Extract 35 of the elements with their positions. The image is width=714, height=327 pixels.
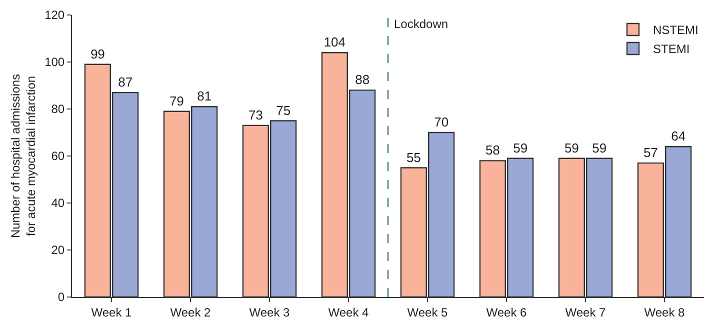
y-tick-label: 120 bbox=[44, 8, 65, 22]
y-tick-label: 80 bbox=[51, 102, 65, 116]
data-label: 104 bbox=[324, 34, 346, 50]
data-label: 73 bbox=[248, 107, 263, 122]
ref-line-label: Lockdown bbox=[394, 17, 448, 31]
y-tick-label: 100 bbox=[44, 55, 65, 70]
data-label: 81 bbox=[197, 88, 212, 104]
data-label: 59 bbox=[592, 140, 607, 156]
x-tick-label: Week 7 bbox=[565, 305, 606, 320]
x-tick-label: Week 5 bbox=[407, 305, 448, 320]
data-label: 55 bbox=[406, 150, 421, 165]
data-label: 58 bbox=[485, 142, 500, 158]
data-label: 57 bbox=[643, 145, 658, 160]
y-axis-title: Number of hospital admissions for acute myocardial infarction bbox=[8, 74, 38, 238]
data-label: 70 bbox=[434, 114, 449, 130]
data-label: 88 bbox=[355, 72, 370, 88]
legend-label: NSTEMI bbox=[653, 23, 698, 38]
x-tick-label: Week 2 bbox=[170, 305, 212, 320]
data-label: 59 bbox=[564, 140, 579, 156]
x-tick-label: Week 8 bbox=[644, 305, 686, 320]
data-label: 99 bbox=[90, 46, 105, 62]
data-label: 79 bbox=[169, 93, 184, 108]
x-tick-label: Week 1 bbox=[91, 305, 132, 320]
y-tick-label: 60 bbox=[51, 149, 65, 164]
data-label: 59 bbox=[513, 140, 528, 156]
y-tick-label: 40 bbox=[51, 196, 65, 210]
y-tick-label: 0 bbox=[58, 290, 65, 304]
legend-label: STEMI bbox=[653, 42, 690, 56]
x-tick-label: Week 6 bbox=[486, 305, 528, 320]
x-tick-label: Week 4 bbox=[328, 305, 370, 320]
data-label: 75 bbox=[276, 102, 291, 118]
y-tick-label: 20 bbox=[51, 243, 65, 258]
x-tick-label: Week 3 bbox=[249, 305, 290, 320]
data-label: 87 bbox=[118, 74, 133, 90]
data-label: 64 bbox=[671, 128, 686, 144]
